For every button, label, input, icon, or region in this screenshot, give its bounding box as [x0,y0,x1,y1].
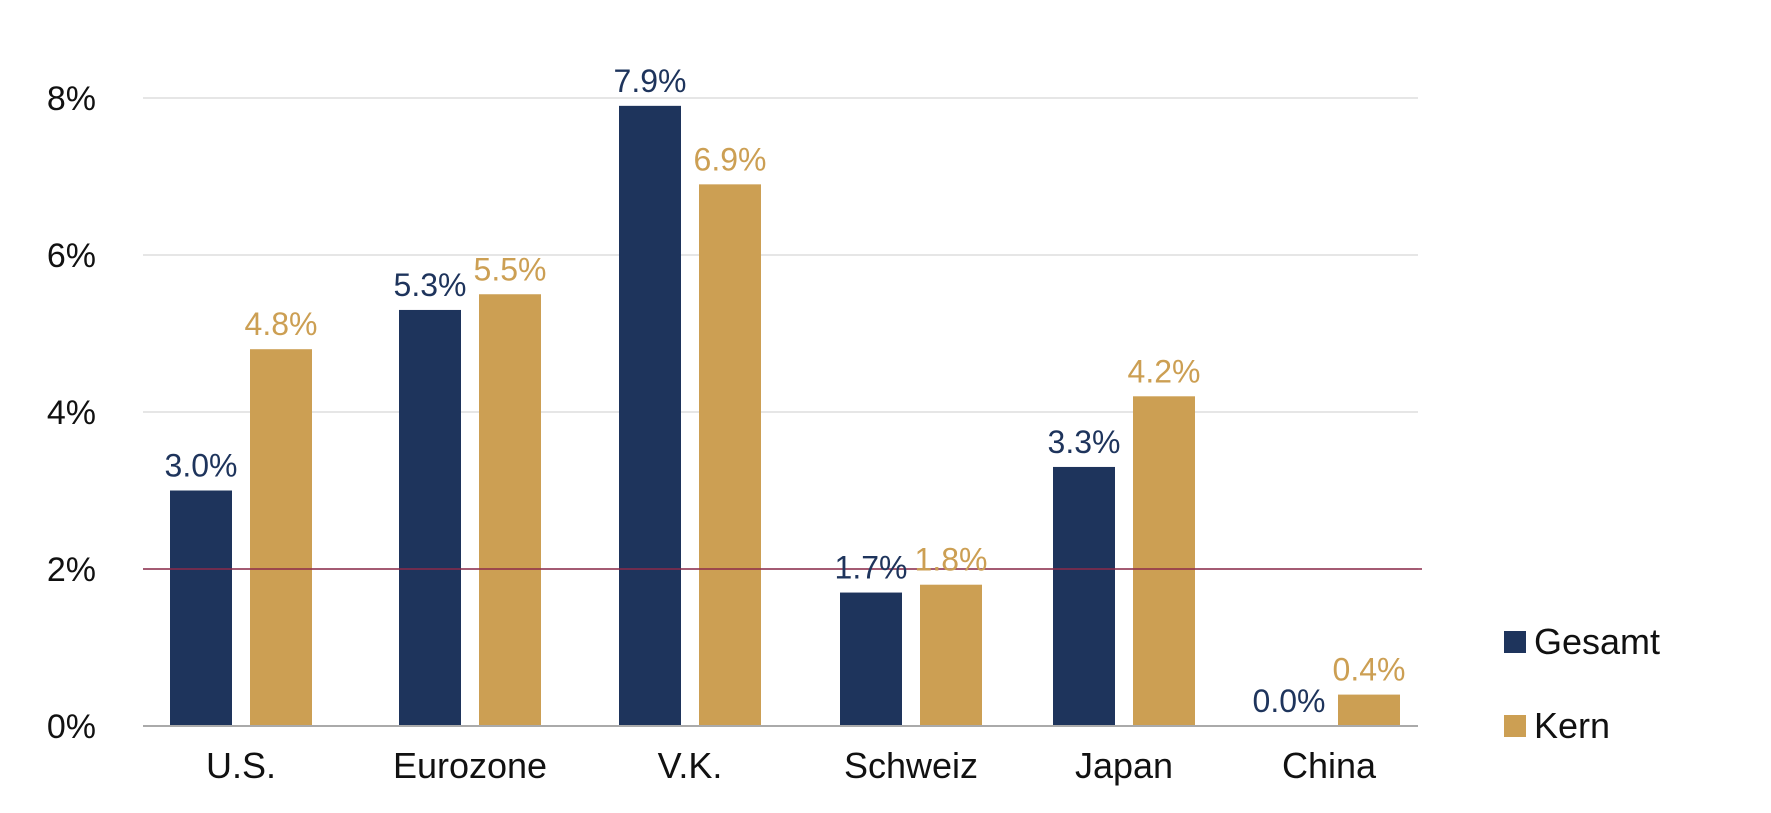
bars [170,105,1400,727]
data-label-gesamt: 3.3% [1048,424,1121,460]
bar-gesamt [170,490,232,726]
data-label-gesamt: 1.7% [835,550,908,586]
bar-gesamt [840,592,902,726]
legend-item-kern: Kern [1504,684,1744,768]
data-labels: 3.0% 5.3% 7.9% 1.7% 3.3% 0.0% 4.8% 5.5% 6.9% 1.8%… [165,63,1406,719]
bar-gesamt [1053,466,1115,726]
category-label: V.K. [658,745,723,786]
bar-kern [479,294,541,726]
y-tick-label: 6% [47,237,96,275]
data-label-kern: 1.8% [915,542,988,578]
category-labels: U.S. Eurozone V.K. Schweiz Japan China [206,745,1377,786]
legend: Gesamt Kern [1504,600,1744,768]
legend-label-kern: Kern [1534,705,1611,746]
bar-kern [1133,396,1195,726]
category-label: Schweiz [844,745,978,786]
category-label: Japan [1075,745,1173,786]
y-tick-label: 2% [47,551,96,589]
data-label-kern: 6.9% [694,141,767,177]
gridlines [143,97,1418,570]
category-label: China [1282,745,1377,786]
data-label-gesamt: 3.0% [165,448,238,484]
data-label-gesamt: 5.3% [394,267,467,303]
y-tick-label: 8% [47,80,96,118]
bar-kern [699,184,761,727]
data-label-kern: 0.4% [1333,652,1406,688]
legend-label-gesamt: Gesamt [1534,621,1661,662]
data-label-gesamt: 0.0% [1253,683,1326,719]
legend-item-gesamt: Gesamt [1504,600,1744,684]
category-label: U.S. [206,745,276,786]
data-label-kern: 5.5% [474,251,547,287]
bar-gesamt [619,105,681,727]
y-axis-tick-labels: 0% 2% 4% 6% 8% [47,80,96,746]
category-label: Eurozone [393,745,547,786]
data-label-gesamt: 7.9% [614,63,687,99]
bar-kern [250,349,312,726]
data-label-kern: 4.2% [1128,353,1201,389]
bar-kern [1338,694,1400,726]
bar-kern [920,584,982,726]
bar-gesamt [399,309,461,726]
y-tick-label: 0% [47,708,96,746]
y-tick-label: 4% [47,394,96,432]
data-label-kern: 4.8% [245,306,318,342]
legend-swatch-gesamt [1504,631,1526,653]
legend-swatch-kern [1504,715,1526,737]
